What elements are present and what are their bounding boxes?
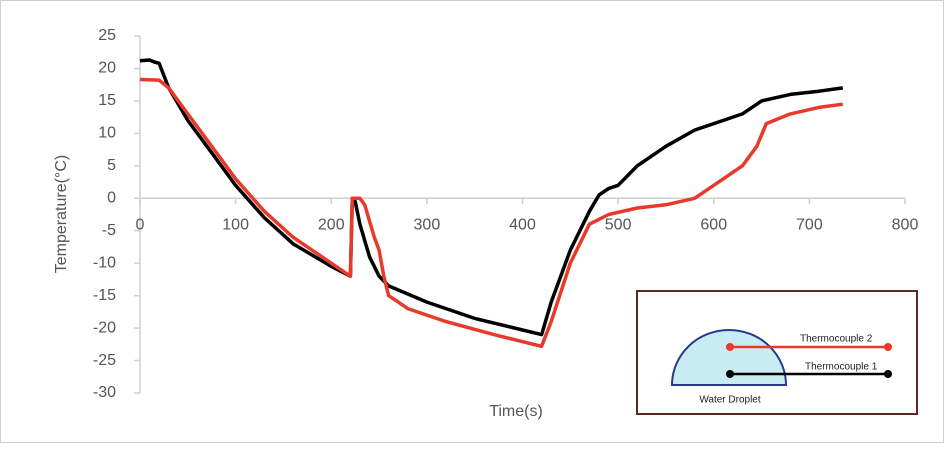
y-tick-label: 0 — [107, 189, 116, 206]
y-tick-label: -15 — [93, 287, 116, 304]
y-axis-title: Temperature(°C) — [53, 155, 70, 273]
y-tick-label: 20 — [98, 60, 116, 77]
x-tick-label: 400 — [509, 216, 536, 233]
x-tick-label: 300 — [414, 216, 441, 233]
legend-dot — [884, 343, 892, 351]
y-tick-label: 5 — [107, 157, 116, 174]
x-tick-label: 700 — [796, 216, 823, 233]
x-axis-title: Time(s) — [489, 403, 543, 420]
x-tick-label: 600 — [700, 216, 727, 233]
y-tick-label: -30 — [93, 384, 116, 401]
x-tick-label: 500 — [605, 216, 632, 233]
x-tick-label: 200 — [318, 216, 345, 233]
x-tick-label: 0 — [136, 216, 145, 233]
y-tick-label: -5 — [102, 222, 116, 239]
y-tick-label: -25 — [93, 352, 116, 369]
legend-dot — [884, 370, 892, 378]
x-tick-label: 100 — [222, 216, 249, 233]
y-tick-label: 25 — [98, 27, 116, 44]
y-tick-label: 15 — [98, 92, 116, 109]
legend-dot — [726, 370, 734, 378]
x-tick-label: 800 — [892, 216, 919, 233]
page: Temperature(°C) Time(s) Water Droplet Th… — [0, 0, 945, 449]
inset-label: Water Droplet — [699, 395, 761, 406]
legend-label: Thermocouple 1 — [805, 362, 878, 373]
legend-dot — [726, 343, 734, 351]
chart: Temperature(°C) Time(s) Water Droplet Th… — [0, 0, 945, 444]
y-tick-label: 10 — [98, 125, 116, 142]
inset-box — [637, 291, 917, 414]
y-tick-label: -10 — [93, 254, 116, 271]
inset: Water Droplet Thermocouple 1 Thermocouple… — [637, 291, 917, 414]
legend-label: Thermocouple 2 — [800, 334, 873, 345]
y-tick-label: -20 — [93, 319, 116, 336]
